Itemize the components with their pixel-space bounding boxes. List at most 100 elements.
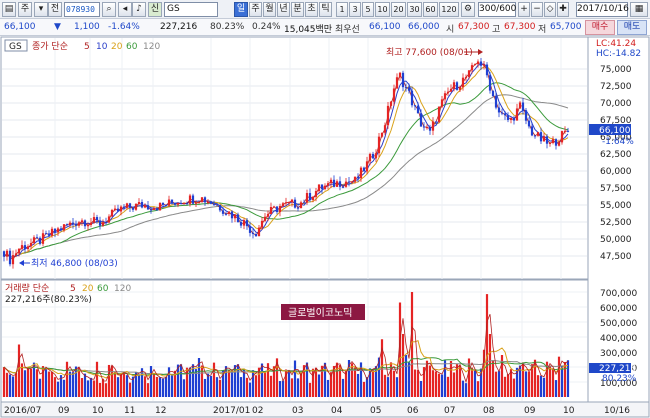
price-tick: 60,000 [600, 167, 632, 177]
candle-body [161, 202, 165, 205]
current-volume-tag-text: 227,216 [599, 364, 636, 374]
candle-body [164, 204, 168, 206]
candle-body [2, 251, 6, 257]
volume-bar [278, 381, 282, 397]
volume-bar [29, 368, 33, 397]
volume-bar [134, 372, 138, 397]
volume-bar [344, 369, 348, 397]
volume-bar [347, 359, 351, 397]
volume-tick: 100,000 [600, 379, 637, 389]
interval-button-10[interactable]: 10 [375, 2, 390, 17]
volume-bar [449, 361, 453, 397]
stock-code-input[interactable]: 078930 [64, 2, 100, 17]
volume-bar [539, 375, 543, 397]
volume-bar [71, 372, 75, 397]
candle-body [143, 205, 147, 208]
candle-body [284, 202, 288, 204]
volume-bar [251, 370, 255, 397]
credit-badge[interactable]: 신 [148, 2, 162, 17]
best-bid-label: 최우선 [335, 25, 360, 35]
volume-bar [242, 368, 246, 397]
candle-body [17, 248, 21, 254]
interval-button-3[interactable]: 3 [349, 2, 361, 17]
candle-body [32, 237, 36, 243]
date-input[interactable]: 2017/10/16 [576, 2, 629, 17]
stock-chart[interactable]: GS 종가 단순 5 10 20 60 120 LC:41.24 HC:-14.… [0, 36, 650, 418]
volume-bar [35, 369, 39, 397]
candle-body [332, 179, 336, 187]
period-toggle[interactable]: 주 [18, 2, 32, 17]
volume-bar [203, 378, 207, 397]
interval-button-120[interactable]: 120 [439, 2, 459, 17]
price-change: 1,100 [74, 22, 100, 32]
interval-button-20[interactable]: 20 [391, 2, 406, 17]
volume-bar [464, 383, 468, 397]
candle-body [335, 181, 339, 187]
search-icon[interactable]: ⌕ [102, 2, 116, 17]
interval-button-60[interactable]: 60 [423, 2, 438, 17]
interval-button-1[interactable]: 1 [336, 2, 348, 17]
crosshair-icon[interactable]: ✚ [557, 2, 569, 17]
zoom-out-icon[interactable]: − [531, 2, 543, 17]
volume-bar [368, 368, 372, 397]
candle-body [257, 227, 261, 237]
prev-stock-button[interactable]: ◂ [118, 2, 132, 17]
candle-body [437, 106, 441, 122]
turnover-percent: 0.24% [252, 22, 281, 32]
period-button-tick[interactable]: 틱 [319, 2, 332, 17]
volume-bar [56, 381, 60, 397]
period-button-second[interactable]: 초 [305, 2, 318, 17]
volume-value: 227,216 [160, 22, 198, 32]
candle-body [260, 220, 264, 228]
volume-tick: 500,000 [600, 319, 637, 329]
reset-icon[interactable]: ◇ [544, 2, 556, 17]
x-tick: 09 [524, 406, 536, 416]
candle-body [353, 176, 357, 182]
period-button-minute[interactable]: 분 [291, 2, 304, 17]
candle-body [536, 132, 540, 136]
volume-bar [518, 365, 522, 397]
chevron-down-icon[interactable]: ▾ [34, 2, 48, 17]
volume-bar [320, 365, 324, 397]
volume-bar [11, 376, 15, 397]
candle-body [491, 90, 495, 97]
chart-canvas[interactable]: GS 종가 단순 5 10 20 60 120 LC:41.24 HC:-14.… [0, 36, 650, 418]
zoom-in-icon[interactable]: + [518, 2, 530, 17]
low-value: 65,700 [550, 22, 582, 32]
volume-bar [524, 371, 528, 397]
high-label: 고 [492, 25, 501, 35]
volume-bar [176, 364, 180, 397]
period-button-month[interactable]: 월 [263, 2, 276, 17]
legend-ma10: 10 [96, 42, 108, 52]
interval-button-30[interactable]: 30 [407, 2, 422, 17]
open-value: 67,300 [458, 22, 490, 32]
menu-icon[interactable]: ▤ [2, 2, 16, 17]
sell-button[interactable]: 매도 [617, 20, 647, 35]
lc-label: LC:41.24 [596, 39, 636, 49]
candle-body [125, 203, 129, 208]
period-button-day[interactable]: 일 [234, 2, 248, 17]
candle-body [128, 203, 132, 208]
period-button-week[interactable]: 주 [249, 2, 262, 17]
stock-name-input[interactable]: GS [164, 2, 218, 17]
volume-bar [50, 371, 54, 397]
buy-button[interactable]: 매수 [585, 20, 615, 35]
candle-body [65, 224, 69, 226]
prev-toggle[interactable]: 전 [48, 2, 62, 17]
range-input[interactable]: 300/600 [478, 2, 516, 17]
candle-body [482, 64, 486, 66]
volume-bar [254, 375, 258, 397]
price-tick: 75,000 [600, 65, 632, 75]
calendar-icon[interactable]: ▦ [630, 2, 648, 17]
volume-bar [149, 366, 153, 397]
candle-body [398, 72, 402, 78]
sound-icon[interactable]: ♪ [132, 2, 146, 17]
settings-icon[interactable]: ⚙ [461, 2, 475, 17]
interval-button-5[interactable]: 5 [362, 2, 374, 17]
volume-bar [77, 367, 81, 397]
candle-body [110, 209, 114, 217]
candle-body [29, 242, 33, 247]
legend-ma60: 60 [126, 42, 138, 52]
candle-body [200, 197, 204, 203]
period-button-year[interactable]: 년 [277, 2, 290, 17]
